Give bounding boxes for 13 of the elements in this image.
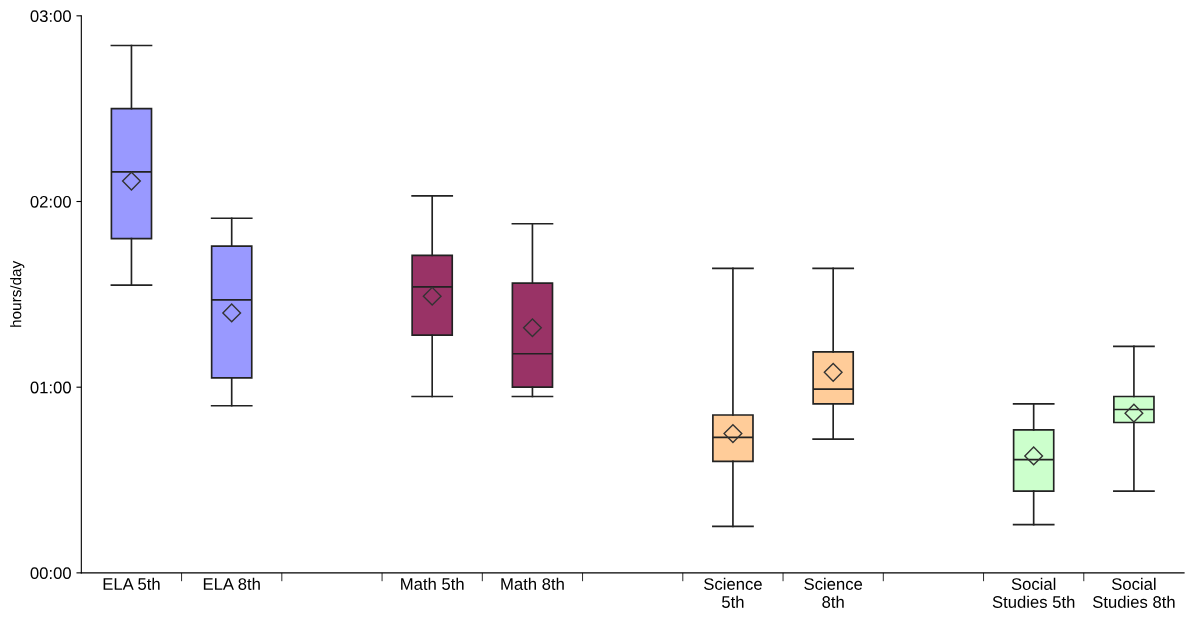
- x-tick-label: Social Studies 5th: [992, 577, 1075, 608]
- x-tick-label: Social Studies 8th: [1092, 577, 1175, 608]
- y-tick-label: 01:00: [30, 381, 71, 394]
- y-axis-title: hours/day: [10, 260, 25, 327]
- x-tick-label: Math 8th: [501, 577, 564, 590]
- x-tick-label: ELA 5th: [103, 577, 160, 590]
- x-tick-label: Math 5th: [401, 577, 464, 590]
- y-tick-label: 02:00: [30, 195, 71, 208]
- y-tick-label: 03:00: [30, 10, 71, 23]
- x-tick-label: Science 8th: [804, 577, 863, 608]
- x-tick-label: ELA 8th: [203, 577, 260, 590]
- y-tick-label: 00:00: [30, 567, 71, 580]
- x-tick-label: Science 5th: [704, 577, 762, 608]
